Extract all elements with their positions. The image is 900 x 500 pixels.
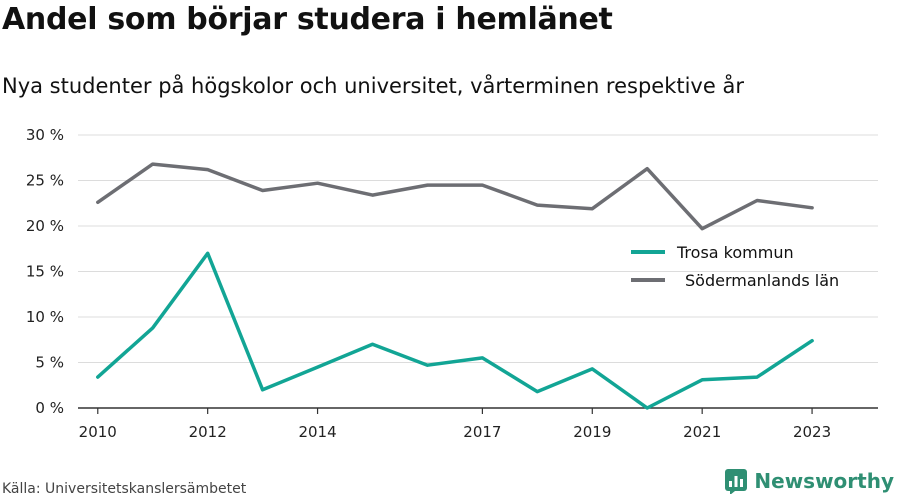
legend-label-sodermanland: Södermanlands län: [685, 271, 839, 290]
y-tick-label: 10 %: [26, 308, 64, 326]
grid-lines: [78, 134, 878, 363]
x-tick-label: 2019: [573, 423, 611, 441]
y-tick-label: 5 %: [35, 354, 64, 372]
x-tick-label: 2021: [683, 423, 721, 441]
chart-title: Andel som börjar studera i hemlänet: [2, 2, 613, 37]
x-tick-label: 2017: [463, 423, 501, 441]
x-tick-label: 2023: [793, 423, 831, 441]
newsworthy-logo-icon: [725, 469, 748, 494]
y-tick-label: 20 %: [26, 217, 64, 235]
y-tick-label: 0 %: [35, 399, 64, 417]
x-tick-label: 2012: [189, 423, 227, 441]
x-tick-label: 2014: [298, 423, 336, 441]
series-lines: [96, 162, 814, 410]
y-tick-label: 15 %: [26, 263, 64, 281]
series-line-trosa: [96, 251, 814, 410]
y-axis-ticks: 0 % 5 % 10 % 15 % 20 % 25 % 30 %: [26, 126, 64, 417]
y-tick-label: 30 %: [26, 126, 64, 144]
x-axis: 2010 2012 2014 2017 2019 2021 2023: [78, 407, 878, 441]
brand-name: Newsworthy: [754, 469, 894, 493]
x-tick-label: 2010: [79, 423, 117, 441]
brand-logo: Newsworthy: [724, 468, 894, 494]
series-line-sodermanland: [96, 162, 814, 231]
legend-label-trosa: Trosa kommun: [676, 243, 794, 262]
source-note: Källa: Universitetskanslersämbetet: [2, 481, 247, 497]
y-tick-label: 25 %: [26, 172, 64, 190]
legend: Trosa kommun Södermanlands län: [631, 243, 839, 290]
chart-subtitle: Nya studenter på högskolor och universit…: [2, 74, 744, 98]
